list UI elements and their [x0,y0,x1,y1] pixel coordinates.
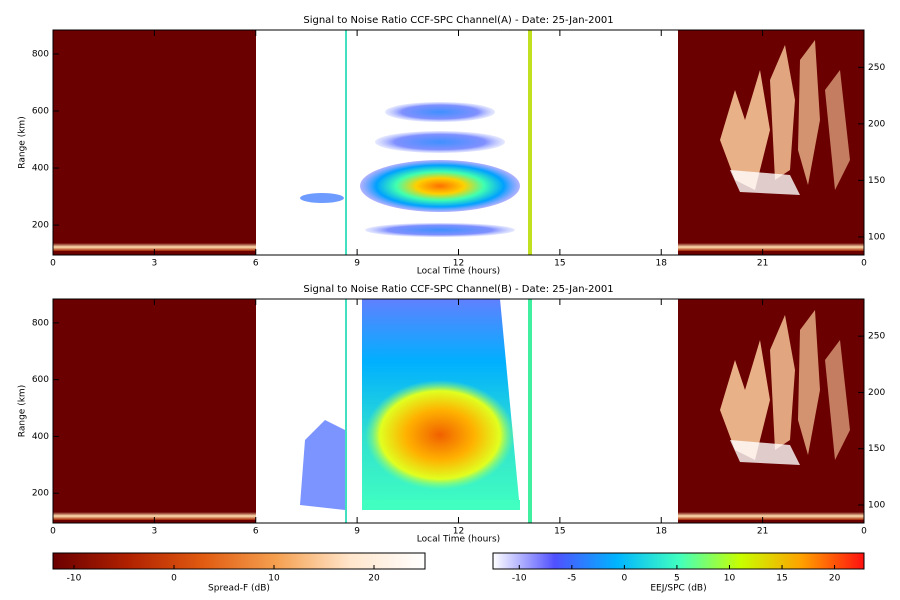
y2-tick-label: 250 [868,63,885,73]
x-tick-label: 15 [554,527,565,537]
y2-tick-label: 150 [868,176,885,186]
x-tick-label: 12 [453,527,464,537]
echo-band [362,500,520,510]
echo-patch [300,193,344,203]
plumes [720,40,850,195]
colorbar-tick-label: 15 [776,574,787,584]
x-tick-label: 3 [152,259,158,269]
y-tick-label: 600 [32,106,49,116]
x-tick-label: 9 [354,527,360,537]
x-tick-label: 21 [757,259,768,269]
colorbar-tick-label: -10 [67,574,82,584]
y-tick-label: 200 [32,221,49,231]
x-tick-label: 0 [861,259,867,269]
colorbar-tick-label: -5 [567,574,576,584]
y2-tick-label: 100 [868,232,885,242]
echo-band [365,223,515,237]
y-tick-label: 400 [32,432,49,442]
x-tick-label: 21 [757,527,768,537]
colorbar-tick-label: 10 [724,574,736,584]
colorbar [492,552,865,570]
x-tick-label: 6 [253,527,259,537]
y2-tick-label: 250 [868,332,885,342]
x-tick-label: 0 [861,527,867,537]
x-tick-label: 9 [354,259,360,269]
x-tick-label: 6 [253,259,259,269]
colorbar-tick-label: 10 [268,574,280,584]
echo-floor [53,512,256,520]
colorbar-tick-label: 20 [368,574,380,584]
y-axis-label: Range (km) [18,385,28,437]
colorbar-tick-label: 20 [829,574,841,584]
x-axis-label: Local Time (hours) [417,535,500,545]
echo-band [375,131,505,153]
x-axis-label: Local Time (hours) [417,267,500,277]
colorbar-label: EEJ/SPC (dB) [650,584,706,594]
colorbar-tick-label: 0 [622,574,628,584]
x-tick-label: 0 [50,527,56,537]
colorbar-tick-label: -10 [512,574,527,584]
x-tick-label: 18 [656,527,668,537]
spread-f-region [53,30,256,255]
y2-tick-label: 100 [868,500,885,510]
y2-tick-label: 200 [868,388,885,398]
plumes [720,310,850,465]
marker-line [345,299,347,523]
heatmap-a [53,30,864,255]
spread-f-region [53,299,256,523]
x-tick-label: 0 [50,259,56,269]
colorbar-label: Spread-F (dB) [208,584,270,594]
marker-line [345,30,347,255]
chart-title: Signal to Noise Ratio CCF-SPC Channel(A)… [303,15,613,26]
colorbar-tick-label: 0 [171,574,177,584]
echo-band [385,102,495,122]
echo-patch [300,420,345,510]
y2-tick-label: 200 [868,119,885,129]
marker-line [528,30,532,255]
colorbar [52,552,426,570]
echo-core [360,160,520,212]
x-tick-label: 18 [656,259,668,269]
y2-tick-label: 150 [868,444,885,454]
heatmap-b [53,299,864,523]
y-tick-label: 800 [32,49,49,59]
y-tick-label: 200 [32,489,49,499]
x-tick-label: 15 [554,259,565,269]
chart-title: Signal to Noise Ratio CCF-SPC Channel(B)… [303,284,613,295]
y-tick-label: 800 [32,318,49,328]
echo-floor [678,243,864,251]
echo-floor [53,243,256,251]
colorbar-tick-label: 5 [674,574,680,584]
x-tick-label: 12 [453,259,464,269]
echo-floor [678,512,864,520]
marker-line [528,299,532,523]
y-tick-label: 400 [32,164,49,174]
echo-core [365,380,515,490]
x-tick-label: 3 [152,527,158,537]
y-tick-label: 600 [32,375,49,385]
y-axis-label: Range (km) [18,116,28,168]
